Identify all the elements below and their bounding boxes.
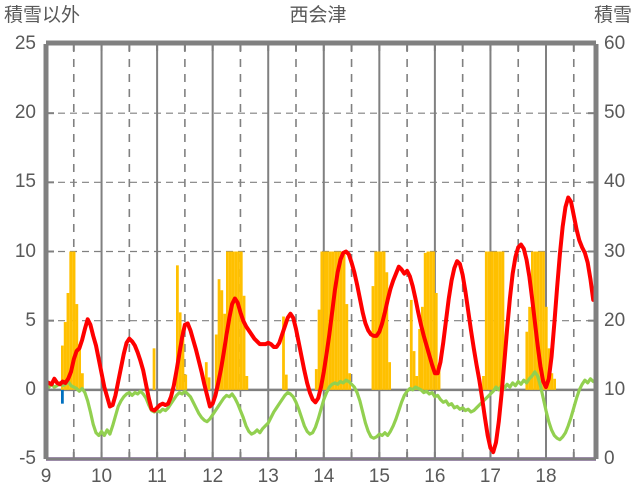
x-axis-tick-label: 9	[40, 466, 52, 487]
bar-orange	[75, 304, 79, 390]
x-axis-tick-label: 11	[147, 466, 167, 487]
bar-orange	[317, 309, 321, 390]
bar-orange	[323, 251, 326, 390]
bar-orange	[426, 251, 430, 390]
bar-orange	[484, 251, 488, 390]
bar-orange	[81, 373, 84, 390]
x-axis-tick-label: 13	[257, 466, 279, 487]
x-axis-tick-label: 15	[368, 466, 390, 487]
bar-orange	[421, 306, 424, 390]
bar-orange	[432, 251, 435, 390]
bar-orange	[371, 286, 375, 390]
bar-orange	[434, 293, 438, 390]
bar-orange	[385, 272, 389, 390]
bar-orange	[61, 345, 64, 390]
bar-orange	[482, 376, 485, 390]
bar-orange	[501, 251, 505, 390]
bar-orange	[231, 251, 235, 390]
bar-orange	[418, 328, 421, 390]
y-axis-tick-label-right: 0	[604, 448, 615, 469]
y-axis-tick-label-left: 0	[25, 378, 36, 400]
bar-orange	[550, 373, 554, 390]
bar-orange	[282, 316, 285, 390]
bar-orange	[429, 251, 433, 390]
bar-orange	[423, 252, 427, 390]
bar-orange	[220, 290, 224, 390]
bar-orange	[217, 279, 221, 390]
bar-orange	[487, 251, 491, 390]
bar-orange	[176, 265, 179, 390]
y-axis-tick-label-right: 60	[604, 33, 626, 54]
series-red-line	[44, 195, 596, 455]
x-axis-tick-label: 12	[202, 466, 224, 487]
y-axis-tick-label-left: 5	[25, 309, 36, 331]
bar-orange	[496, 251, 499, 390]
bar-orange	[544, 306, 548, 390]
y-axis-tick-label-right: 50	[604, 102, 626, 124]
bar-orange	[245, 376, 249, 390]
x-axis-tick-label: 16	[424, 466, 446, 487]
bar-orange	[204, 362, 208, 390]
bar-orange	[214, 334, 218, 390]
bar-orange	[525, 331, 529, 390]
bar-orange	[326, 251, 329, 390]
chart-title: 西会津	[289, 5, 347, 26]
bar-orange	[490, 251, 494, 390]
bar-orange	[337, 251, 340, 390]
bar-orange	[437, 369, 441, 390]
y-axis-tick-label-left: 15	[14, 171, 36, 193]
bar-orange	[63, 322, 67, 390]
bar-orange	[314, 369, 318, 390]
right-axis-caption: 積雪	[593, 5, 632, 26]
x-axis-tick-label: 14	[313, 466, 335, 487]
bar-orange	[542, 251, 545, 390]
bar-orange	[78, 344, 81, 390]
bar-orange	[536, 251, 540, 390]
bar-orange	[72, 251, 76, 390]
bar-orange	[553, 378, 556, 390]
bar-orange	[498, 251, 502, 390]
bar-orange	[284, 374, 288, 390]
x-axis-tick-label: 18	[535, 466, 557, 487]
y-axis-tick-label-right: 30	[604, 240, 626, 262]
y-axis-tick-label-right: 10	[604, 378, 626, 400]
bar-orange	[388, 362, 391, 390]
bar-orange	[531, 251, 534, 390]
bar-orange	[345, 304, 349, 390]
x-axis-tick-label: 17	[479, 466, 501, 487]
bar-orange	[415, 376, 419, 390]
bar-orange	[181, 333, 185, 390]
y-axis-tick-label-right: 40	[604, 171, 626, 193]
bar-orange	[528, 306, 531, 390]
y-axis-tick-label-right: 20	[604, 309, 626, 331]
bar-orange	[412, 351, 416, 390]
bar-orange	[320, 251, 324, 390]
bar-orange	[152, 348, 156, 390]
bar-orange	[237, 251, 240, 390]
bar-orange	[409, 299, 413, 390]
bar-orange	[377, 251, 380, 390]
bar-orange	[207, 377, 211, 390]
bar-orange	[539, 251, 543, 390]
bar-orange	[184, 374, 188, 390]
bar-orange	[493, 251, 496, 390]
bar-orange	[69, 251, 73, 390]
bar-orange	[242, 295, 246, 390]
bar-blue	[61, 389, 64, 404]
bar-orange	[374, 251, 378, 390]
y-axis-tick-label-left: 10	[14, 240, 36, 262]
bar-orange	[66, 293, 70, 390]
bar-orange	[234, 251, 238, 390]
y-axis-tick-label-left: -5	[19, 448, 36, 469]
bar-orange	[342, 251, 346, 390]
left-axis-caption: 積雪以外	[4, 5, 81, 26]
y-axis-tick-label-left: 25	[14, 33, 36, 54]
y-axis-tick-label-left: 20	[14, 102, 36, 124]
x-axis-tick-label: 10	[90, 466, 113, 487]
bar-orange	[334, 251, 338, 390]
bar-orange	[339, 251, 343, 390]
